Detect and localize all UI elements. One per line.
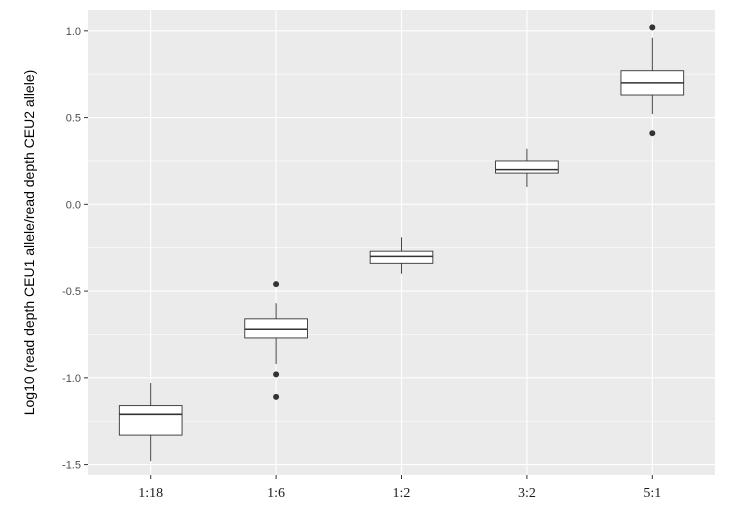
x-axis: 1:18 1:6 1:2 3:2 5:1: [138, 475, 661, 501]
box-iqr: [369, 250, 434, 264]
x-tick-label: 1:2: [393, 486, 411, 501]
y-tick-label: -0.5: [62, 286, 81, 298]
outlier-point: [273, 393, 280, 400]
box-iqr: [244, 318, 308, 339]
outlier-point: [649, 130, 656, 137]
y-axis-title: Log10 (read depth CEU1 allele/read depth…: [21, 70, 37, 416]
y-axis: -1.5 -1.0 -0.5 0.0 0.5 1.0: [62, 26, 88, 472]
y-tick-label: 1.0: [66, 26, 81, 38]
box-1:2: [369, 237, 434, 274]
outlier-point: [273, 371, 280, 378]
y-tick-label: 0.0: [66, 199, 81, 211]
box-5:1: [620, 24, 685, 137]
box-1:18: [118, 383, 183, 462]
y-tick-label: -1.5: [62, 460, 81, 472]
box-iqr: [118, 405, 183, 436]
boxes: [118, 24, 685, 462]
y-tick-label: 0.5: [66, 113, 81, 125]
outlier-point: [273, 281, 280, 288]
x-tick-label: 3:2: [518, 486, 536, 501]
box-1:6: [244, 281, 308, 400]
outlier-point: [649, 24, 656, 31]
y-tick-label: -1.0: [62, 373, 81, 385]
x-tick-label: 1:18: [138, 486, 163, 501]
box-3:2: [495, 148, 559, 187]
x-tick-label: 1:6: [267, 486, 285, 501]
box-iqr: [495, 160, 559, 174]
x-tick-label: 5:1: [643, 486, 661, 501]
